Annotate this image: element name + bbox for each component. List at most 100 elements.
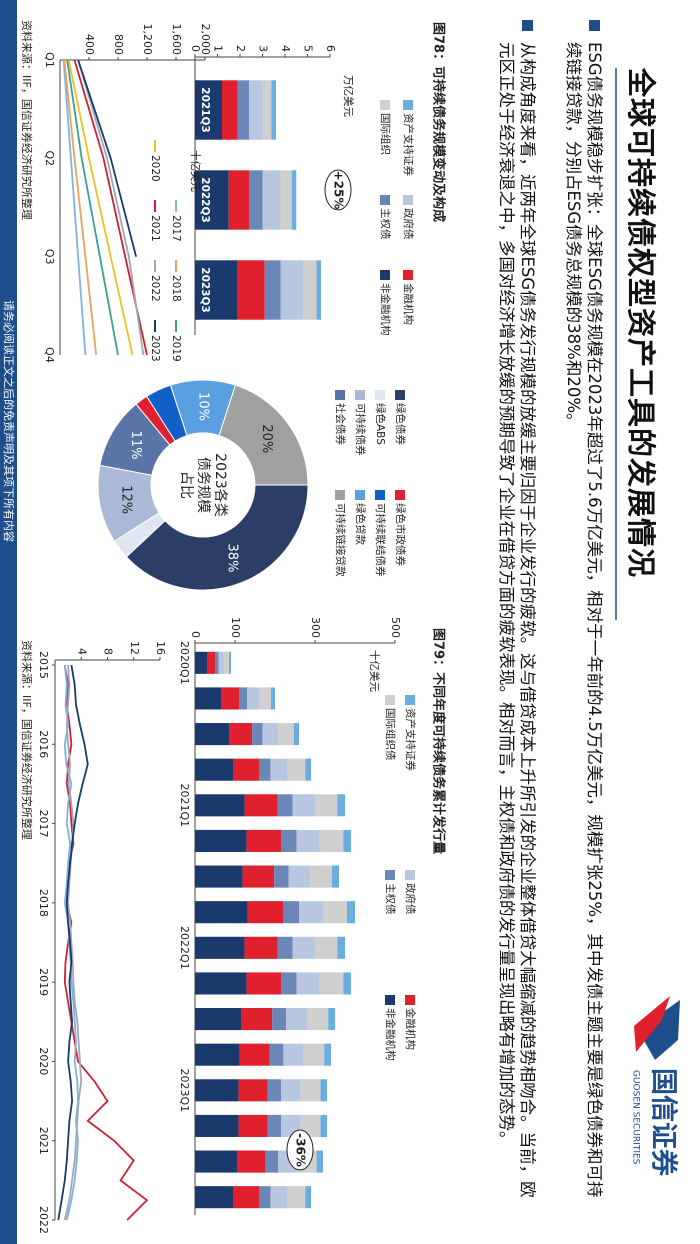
bar-segment (271, 687, 275, 710)
y-tick-label: 1 (212, 45, 225, 52)
legend-label: 2018 (170, 275, 182, 302)
legend-label: 金融机构 (404, 1008, 417, 1050)
logo (634, 996, 680, 1060)
bar-segment (303, 1043, 325, 1066)
bar-segment (271, 80, 276, 140)
legend-label: 2022 (149, 275, 161, 302)
legend-swatch (405, 695, 415, 705)
bar-segment (265, 1150, 279, 1173)
bar-segment (194, 901, 248, 924)
legend-swatch (403, 270, 413, 280)
x-tick-label: Q1 (43, 52, 56, 68)
legend-label: 2023 (149, 335, 161, 362)
y-tick-label: 4 (75, 648, 88, 655)
bar-segment (277, 936, 293, 959)
bar-segment (195, 865, 243, 888)
figure-title: 图78：可持续债务规模变动及构成 (431, 22, 447, 222)
legend-label: 主权债 (379, 208, 392, 240)
bar-segment (233, 1186, 259, 1209)
center-label: 占比 (178, 471, 194, 499)
x-tick-label: 2021 (37, 1127, 50, 1155)
bar-segment (195, 972, 247, 995)
legend-swatch (395, 390, 405, 400)
data-line (62, 59, 87, 356)
bar-segment (269, 1043, 284, 1066)
bar-segment (299, 901, 323, 924)
bar-segment (239, 1043, 270, 1066)
source-note: 资料来源：IIF，国信证券经济研究所整理 (20, 640, 34, 840)
y-tick-label: 0 (189, 45, 202, 52)
slice-label: 12% (118, 485, 133, 514)
logo-shape (638, 1000, 680, 1060)
legend-label: 国际组织债 (384, 708, 397, 761)
legend-swatch (355, 390, 365, 400)
logo-shape (634, 996, 670, 1052)
y-tick-label: 2 (234, 45, 247, 52)
bar-segment (215, 651, 219, 674)
bar-segment (305, 758, 311, 781)
data-line (57, 664, 89, 1221)
unit-label: 万亿美元 (342, 75, 355, 117)
bar-segment (293, 723, 299, 746)
bar-segment (320, 1114, 327, 1137)
legend-swatch (380, 270, 390, 280)
x-tick-label: 2018 (37, 889, 50, 917)
x-tick-label: Q2 (43, 150, 56, 166)
category-label: 2023Q3 (199, 267, 211, 312)
bar-segment (247, 687, 259, 710)
annotation-oval (286, 1129, 314, 1171)
x-tick-label: Q4 (43, 347, 56, 363)
bar-segment (270, 1186, 288, 1209)
unit-label: 十亿美元 (368, 650, 381, 692)
bar-segment (267, 1079, 281, 1102)
bar-segment (287, 1186, 306, 1209)
bar-segment (238, 1114, 268, 1137)
legend-label: 绿色ABS (374, 403, 387, 445)
legend-label: 可持续链接贷款 (334, 503, 347, 577)
bar-segment (218, 651, 224, 674)
bar-segment (278, 723, 294, 746)
bar-segment (323, 901, 347, 924)
bar-segment (281, 972, 297, 995)
bar-segment (195, 1079, 239, 1102)
bar-segment (195, 260, 238, 320)
legend-swatch (405, 870, 415, 880)
y-tick-label: 800 (112, 34, 125, 55)
y-tick-label: 400 (83, 34, 96, 55)
center-label: 2023各类 (212, 453, 228, 517)
bar-segment (343, 972, 351, 995)
legend-label: 非金融机构 (384, 1008, 397, 1061)
legend-label: 2017 (170, 215, 182, 242)
y-tick-label: 500 (389, 617, 402, 638)
bar-segment (319, 829, 344, 852)
y-tick-label: 8 (102, 648, 115, 655)
legend-label: 国际组织 (379, 113, 392, 155)
slice-label: 38% (224, 544, 239, 573)
bar-segment (283, 901, 299, 924)
bar-segment (233, 758, 259, 781)
y-tick-label: 16 (154, 641, 167, 655)
bar-segment (291, 170, 297, 230)
bar-segment (262, 723, 279, 746)
bar-segment (277, 794, 293, 817)
bar-segment (194, 1150, 238, 1173)
x-tick-label: 2015 (37, 651, 50, 679)
legend-label: 政府债 (404, 883, 417, 915)
bar-segment (305, 1186, 311, 1209)
figure-title: 图79：不同年度可持续债务累计发行量 (431, 628, 447, 854)
bar-segment (270, 758, 288, 781)
legend-label: 资产支持证券 (402, 113, 415, 176)
annotation: +25% (332, 171, 346, 210)
bar-segment (239, 687, 247, 710)
bar-segment (207, 651, 215, 674)
legend-label: 绿色债券 (394, 403, 407, 445)
bar-segment (194, 758, 234, 781)
bar-segment (316, 260, 321, 320)
bar-segment (259, 758, 271, 781)
bar-segment (267, 1114, 281, 1137)
bar-segment (228, 170, 249, 230)
y-tick-label: 1,600 (170, 24, 183, 56)
bar-segment (296, 829, 320, 852)
bar-segment (262, 80, 272, 140)
